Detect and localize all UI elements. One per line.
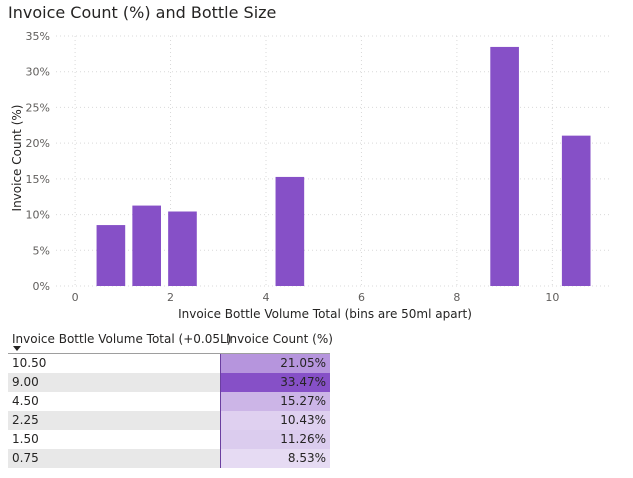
volume-cell: 1.50	[12, 432, 39, 446]
table-row[interactable]: 10.50 21.05%	[8, 354, 330, 373]
x-tick-label: 4	[262, 291, 269, 304]
y-tick-label: 15%	[26, 173, 50, 186]
y-axis-ticks: 0% 5% 10% 15% 20% 25% 30% 35%	[26, 30, 50, 293]
column-header-volume[interactable]: Invoice Bottle Volume Total (+0.05L)	[12, 332, 232, 346]
bar[interactable]	[168, 211, 197, 287]
y-tick-label: 35%	[26, 30, 50, 43]
volume-cell: 2.25	[12, 413, 39, 427]
sort-descending-icon[interactable]	[13, 346, 21, 351]
volume-cell: 4.50	[12, 394, 39, 408]
y-tick-label: 30%	[26, 66, 50, 79]
y-tick-label: 10%	[26, 209, 50, 222]
y-tick-label: 25%	[26, 101, 50, 114]
bar[interactable]	[490, 46, 519, 286]
count-cell: 11.26%	[221, 430, 330, 449]
bar[interactable]	[96, 225, 126, 286]
chart-title: Invoice Count (%) and Bottle Size	[8, 3, 277, 22]
column-divider	[220, 354, 221, 468]
bar-chart: 0% 5% 10% 15% 20% 25% 30% 35% 0 2 4 6 8 10 Invoice B…	[10, 30, 612, 321]
table-body: 10.50 21.05% 9.00 33.47% 4.50 15.27% 2.25 10.43…	[8, 354, 330, 468]
column-header-count[interactable]: Invoice Count (%)	[226, 332, 333, 346]
volume-cell: 0.75	[12, 451, 39, 465]
table-row[interactable]: 0.75 8.53%	[8, 449, 330, 468]
bar[interactable]	[561, 135, 591, 286]
y-tick-label: 20%	[26, 137, 50, 150]
x-tick-label: 6	[358, 291, 365, 304]
bar[interactable]	[275, 176, 305, 286]
y-tick-label: 5%	[33, 244, 50, 257]
y-tick-label: 0%	[33, 280, 50, 293]
count-cell: 15.27%	[221, 392, 330, 411]
count-cell: 8.53%	[221, 449, 330, 468]
x-axis-title: Invoice Bottle Volume Total (bins are 50…	[178, 307, 472, 321]
table-row[interactable]: 2.25 10.43%	[8, 411, 330, 430]
table-header: Invoice Bottle Volume Total (+0.05L) Inv…	[8, 330, 333, 354]
table-row[interactable]: 9.00 33.47%	[8, 373, 330, 392]
x-tick-label: 0	[72, 291, 79, 304]
x-tick-label: 8	[453, 291, 460, 304]
volume-cell: 9.00	[12, 375, 39, 389]
y-axis-title: Invoice Count (%)	[10, 105, 24, 212]
count-cell: 21.05%	[221, 354, 330, 373]
count-cell: 10.43%	[221, 411, 330, 430]
table-row[interactable]: 1.50 11.26%	[8, 430, 330, 449]
bar[interactable]	[132, 205, 161, 286]
table-row[interactable]: 4.50 15.27%	[8, 392, 330, 411]
count-cell: 33.47%	[221, 373, 330, 392]
header-divider	[8, 353, 330, 354]
x-tick-label: 2	[167, 291, 174, 304]
volume-cell: 10.50	[12, 356, 47, 370]
chart-bars	[96, 46, 591, 287]
x-tick-label: 10	[545, 291, 559, 304]
data-table: Invoice Bottle Volume Total (+0.05L) Inv…	[8, 330, 333, 468]
x-axis-ticks: 0 2 4 6 8 10	[72, 291, 560, 304]
